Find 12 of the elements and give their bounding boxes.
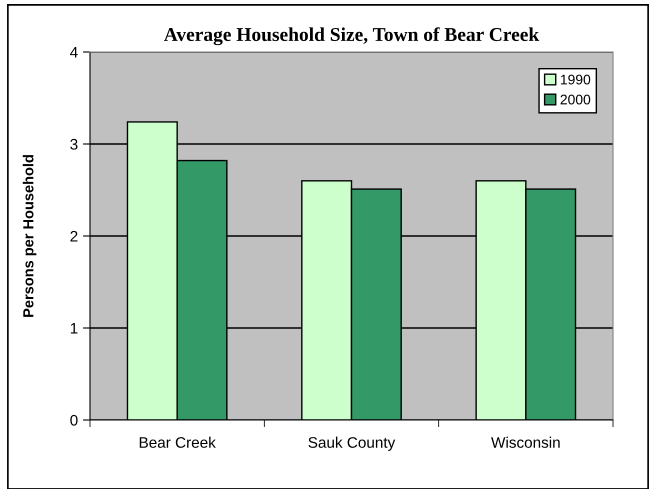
x-tick-label: Wisconsin [491,436,560,448]
y-tick-label: 1 [70,323,78,334]
y-tick-label: 3 [70,138,78,150]
chart-title: Average Household Size, Town of Bear Creek [164,27,540,46]
y-tick-label: 4 [70,47,78,58]
legend-label: 2000 [560,94,590,104]
legend-label: 1990 [560,74,590,84]
y-axis-title: Persons per Household [22,155,36,317]
x-tick-label: Sauk County [308,436,396,451]
y-tick-label: 2 [70,230,78,242]
y-tick-label: 0 [70,414,78,426]
x-tick-label: Bear Creek [140,436,216,448]
